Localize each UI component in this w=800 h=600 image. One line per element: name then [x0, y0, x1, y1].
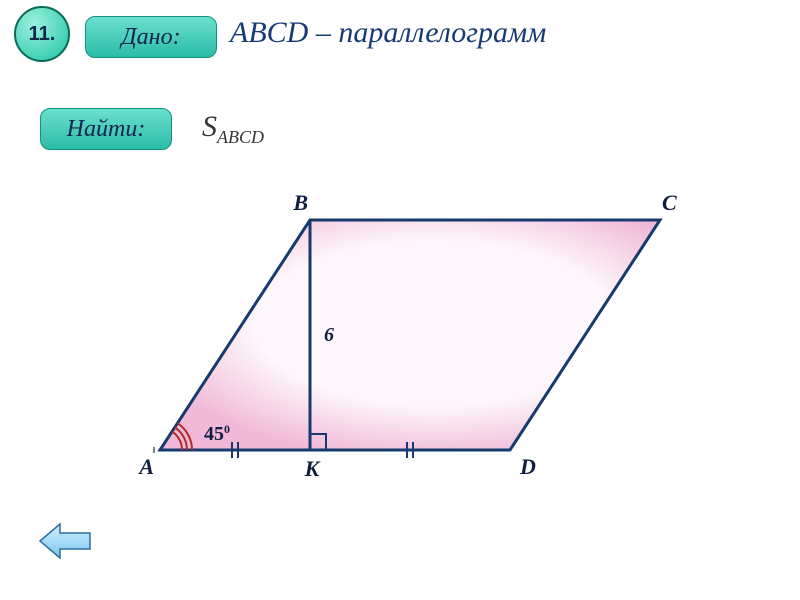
- problem-number-text: 11.: [29, 23, 56, 45]
- vertex-label-A: A: [137, 454, 154, 479]
- back-arrow-icon: [38, 520, 92, 562]
- find-label-pill: Найти:: [40, 108, 172, 150]
- given-label-text: Дано:: [121, 24, 180, 50]
- statement-text: ABCD – параллелограмм: [230, 16, 546, 50]
- given-label-pill: Дано:: [85, 16, 217, 58]
- problem-number-badge: 11.: [14, 6, 70, 62]
- parallelogram-diagram: ABCDK6450: [130, 180, 690, 500]
- parallelogram-shape: [160, 220, 660, 450]
- vertex-label-B: B: [292, 190, 308, 215]
- height-value: 6: [324, 324, 334, 346]
- back-arrow-button[interactable]: [38, 520, 92, 562]
- vertex-label-C: C: [662, 190, 677, 215]
- find-label-text: Найти:: [67, 116, 146, 142]
- point-label-K: K: [304, 456, 321, 481]
- vertex-label-D: D: [519, 454, 536, 479]
- target-expression: SABCD: [202, 110, 264, 148]
